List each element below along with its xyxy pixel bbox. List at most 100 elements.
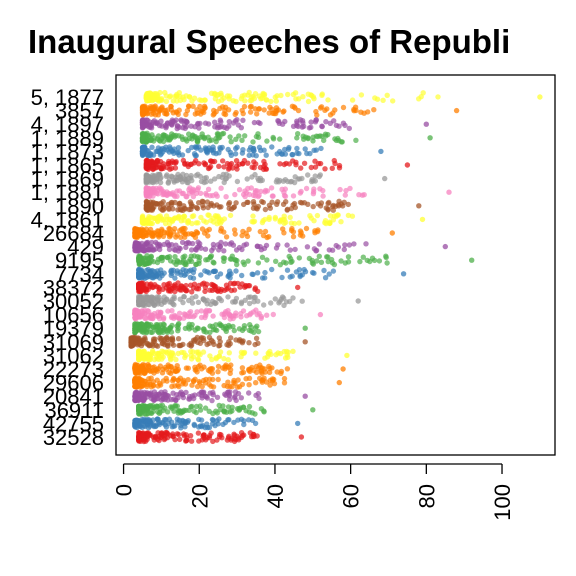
data-point [227, 149, 234, 156]
data-point [329, 165, 335, 171]
data-point [204, 192, 210, 198]
data-point-max [404, 162, 411, 168]
data-point [170, 267, 177, 273]
data-point [242, 188, 248, 194]
data-point [160, 134, 166, 140]
data-point [132, 336, 138, 342]
data-point [216, 247, 222, 253]
data-point [153, 404, 160, 410]
data-point [180, 299, 186, 306]
data-point [152, 189, 158, 195]
data-point [246, 300, 253, 307]
data-point [264, 97, 270, 103]
data-point [239, 327, 246, 334]
data-point [159, 217, 165, 223]
data-point [318, 145, 324, 152]
data-point [278, 151, 285, 157]
data-point [353, 137, 359, 143]
data-point [238, 314, 244, 320]
data-point [315, 133, 321, 140]
data-point [322, 220, 328, 226]
data-point [211, 341, 217, 348]
data-point [154, 395, 161, 402]
data-point-max [427, 135, 433, 141]
data-point [231, 287, 238, 293]
data-point [261, 107, 267, 113]
data-point [193, 409, 199, 416]
data-point [416, 96, 422, 102]
data-point [175, 377, 181, 383]
data-point-min [132, 325, 138, 331]
data-point [262, 216, 268, 223]
data-point [172, 275, 178, 281]
data-point [186, 94, 193, 100]
data-point [308, 92, 314, 98]
data-point [296, 220, 302, 226]
data-point [290, 158, 296, 164]
data-point [325, 258, 331, 265]
data-point [156, 289, 162, 295]
data-point [319, 123, 325, 130]
data-point [164, 254, 170, 261]
data-point [196, 378, 202, 385]
data-point [200, 377, 207, 384]
data-point [351, 241, 357, 247]
data-point [232, 191, 238, 198]
data-point [201, 337, 207, 344]
data-point [159, 370, 166, 376]
data-point [273, 110, 279, 117]
data-point [272, 296, 278, 302]
data-point [310, 189, 317, 195]
data-point [222, 326, 228, 332]
data-point [145, 301, 151, 307]
data-point [240, 338, 246, 344]
data-point [314, 212, 321, 219]
data-point [312, 158, 318, 164]
data-point [254, 312, 260, 318]
data-point [252, 411, 258, 417]
data-point [193, 172, 199, 179]
data-point [162, 122, 168, 129]
data-point [197, 403, 203, 409]
data-point [254, 270, 261, 276]
data-point-max [295, 284, 301, 291]
data-point [292, 246, 298, 253]
data-point [232, 298, 238, 305]
data-point [365, 109, 371, 115]
data-point [201, 432, 207, 438]
data-point [261, 91, 268, 98]
data-point [420, 90, 426, 96]
data-point [254, 243, 261, 249]
data-point [189, 213, 195, 220]
data-point [227, 212, 234, 219]
data-point [345, 254, 352, 260]
y-tick-label: 1, 1865 [31, 153, 104, 178]
data-point [182, 424, 188, 430]
data-point [232, 151, 239, 157]
data-point [246, 390, 252, 396]
data-point [314, 258, 320, 264]
data-point [164, 192, 170, 199]
data-point [229, 404, 235, 410]
data-point [226, 201, 232, 207]
data-point [147, 368, 154, 374]
data-point-min [136, 352, 142, 359]
data-point [342, 242, 348, 248]
series-row [132, 416, 301, 431]
data-point [192, 327, 198, 333]
data-point [264, 257, 270, 263]
data-point [179, 134, 185, 140]
data-point [327, 112, 334, 118]
data-point [326, 220, 333, 227]
data-point [221, 164, 227, 170]
data-point-min [139, 135, 146, 141]
data-point [234, 144, 240, 150]
data-point [217, 146, 224, 152]
data-point [165, 308, 171, 314]
data-point [351, 108, 357, 114]
data-point [292, 105, 298, 111]
data-point [183, 389, 189, 396]
data-point [225, 357, 231, 363]
data-point [160, 188, 166, 195]
data-point [312, 119, 319, 125]
